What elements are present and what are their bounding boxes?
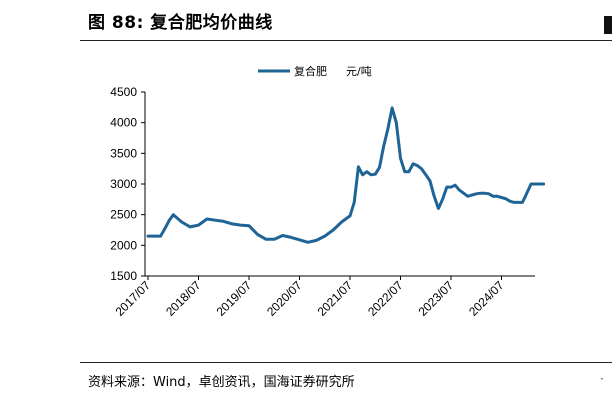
cropped-edge-mark: [604, 16, 612, 34]
y-tick-labels: 1500 2000 2500 3000 3500 4000 4500: [110, 85, 145, 283]
y-tick-label: 4000: [110, 116, 137, 130]
y-tick-label: 3000: [110, 177, 137, 191]
legend: 复合肥 元/吨: [258, 64, 372, 78]
x-tick-label: 2020/07: [264, 278, 305, 319]
x-tick-label: 2017/07: [113, 278, 154, 319]
cropped-edge-text: ·: [600, 372, 604, 386]
series-group: [146, 106, 546, 244]
title-divider: [80, 40, 612, 41]
series-line: [146, 106, 546, 244]
y-tick-label: 1500: [110, 269, 137, 283]
line-chart: 1500 2000 2500 3000 3500 4000 4500 2017/07 2018…: [110, 64, 546, 319]
y-tick-label: 2000: [110, 238, 137, 252]
x-tick-label: 2021/07: [315, 278, 356, 319]
source-note: 资料来源：Wind，卓创资讯，国海证券研究所: [88, 375, 355, 390]
y-tick-label: 4500: [110, 85, 137, 99]
y-tick-label: 3500: [110, 146, 137, 160]
figure-title: 图 88: 复合肥均价曲线: [88, 13, 273, 33]
y-tick-label: 2500: [110, 208, 137, 222]
x-tick-label: 2023/07: [416, 278, 457, 319]
x-tick-label: 2022/07: [365, 278, 406, 319]
x-tick-labels: 2017/07 2018/07 2019/07 2020/07 2021/07 2022/…: [113, 276, 507, 319]
source-divider: [80, 362, 612, 363]
legend-series-name: 复合肥: [294, 64, 327, 78]
x-tick-label: 2019/07: [214, 278, 255, 319]
x-tick-label: 2018/07: [163, 278, 204, 319]
x-tick-label: 2024/07: [466, 278, 507, 319]
legend-unit: 元/吨: [346, 65, 372, 78]
